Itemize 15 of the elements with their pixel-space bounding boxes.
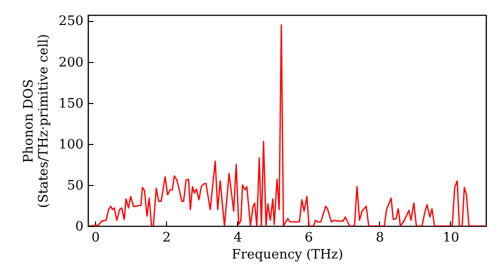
- line-series: [88, 24, 486, 226]
- x-tick-label: 2: [162, 230, 171, 246]
- y-tick-label: 250: [58, 14, 84, 30]
- x-tick-label: 4: [234, 230, 242, 246]
- y-tick-label: 150: [58, 96, 84, 112]
- y-tick-label: 200: [58, 55, 84, 70]
- x-tick-label: 0: [91, 230, 100, 246]
- y-axis-title: Phonon DOS (States/THz·primitive cell): [22, 34, 52, 208]
- y-tick-label: 0: [75, 220, 84, 234]
- y-tick-label: 50: [66, 178, 84, 194]
- x-axis-title: Frequency (THz): [232, 248, 344, 262]
- y-tick-label: 100: [58, 137, 84, 152]
- x-tick-label: 8: [376, 230, 384, 246]
- x-tick-label: 10: [442, 230, 460, 246]
- x-tick-label: 6: [304, 230, 313, 246]
